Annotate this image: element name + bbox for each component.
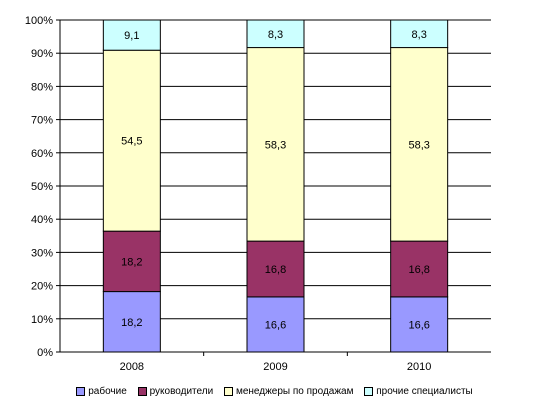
data-label: 18,2 [121, 317, 142, 329]
data-label: 54,5 [121, 136, 142, 148]
x-tick-label: 2009 [263, 361, 287, 373]
legend-label-managers: руководители [149, 386, 214, 397]
legend-item-sales-managers: менеджеры по продажам [223, 386, 354, 397]
data-label: 8,3 [412, 29, 427, 41]
legend-swatch-managers [137, 386, 147, 396]
bar-segment [246, 296, 305, 353]
data-label: 16,6 [265, 319, 286, 331]
y-tick-label: 60% [31, 148, 53, 160]
y-tick-label: 20% [31, 281, 53, 293]
legend-label-workers: рабочие [88, 386, 127, 397]
bar-segment [390, 240, 449, 298]
bar-segment [246, 47, 305, 242]
data-label: 16,6 [408, 319, 429, 331]
bar-segment [102, 230, 161, 293]
y-tick-label: 50% [31, 181, 53, 193]
data-label: 8,3 [268, 29, 283, 41]
x-tick-label: 2008 [120, 361, 144, 373]
y-tick-label: 40% [31, 214, 53, 226]
bar-segment [390, 296, 449, 353]
bar-segment [390, 47, 449, 242]
y-tick-label: 30% [31, 247, 53, 259]
bar-segment [390, 19, 449, 49]
legend-label-sales-managers: менеджеры по продажам [235, 386, 354, 397]
y-tick-label: 0% [37, 347, 53, 359]
data-label: 58,3 [265, 139, 286, 151]
y-tick-label: 90% [31, 48, 53, 60]
y-tick-label: 100% [25, 15, 53, 27]
legend: рабочие руководители менеджеры по продаж… [0, 386, 549, 397]
x-tick-label: 2010 [407, 361, 431, 373]
legend-label-other-specialists: прочие специалисты [376, 386, 473, 397]
data-label: 9,1 [124, 30, 139, 42]
y-tick-label: 80% [31, 81, 53, 93]
bar-segment [102, 19, 161, 51]
stacked-bar-chart: 0% 10% 20% 30% 40% 50% 60% 70% 80% 90% 100% 18,2 18,… [25, 15, 491, 373]
legend-item-workers: рабочие [76, 386, 127, 397]
legend-item-other-specialists: прочие специалисты [364, 386, 473, 397]
bar-segment [102, 49, 161, 232]
bar-segment [246, 240, 305, 298]
data-label: 16,8 [408, 264, 429, 276]
data-label: 58,3 [408, 139, 429, 151]
legend-item-managers: руководители [137, 386, 214, 397]
legend-swatch-workers [76, 386, 86, 396]
y-tick-label: 70% [31, 115, 53, 127]
legend-swatch-other-specialists [364, 386, 374, 396]
bar-segment [102, 291, 161, 353]
legend-swatch-sales-managers [223, 386, 233, 396]
data-label: 16,8 [265, 264, 286, 276]
y-tick-label: 10% [31, 314, 53, 326]
bar-segment [246, 19, 305, 49]
data-label: 18,2 [121, 256, 142, 268]
